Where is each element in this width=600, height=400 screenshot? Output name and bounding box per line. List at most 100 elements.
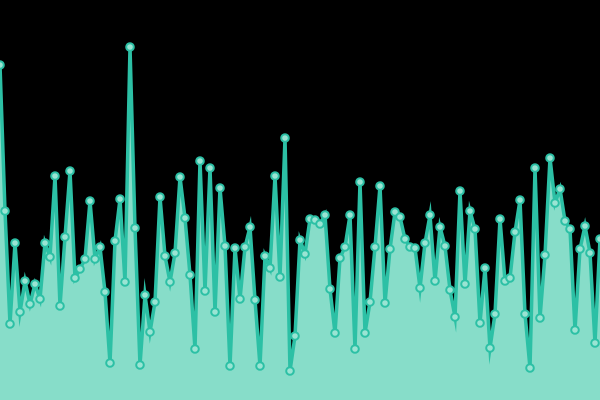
data-point-marker [155,192,165,202]
data-point-marker [325,284,335,294]
data-point-marker [260,251,270,261]
data-point-marker [295,235,305,245]
data-point-marker [450,312,460,322]
data-point-marker [10,238,20,248]
data-point-marker [75,264,85,274]
series-area-fill [0,47,600,400]
data-point-marker [575,244,585,254]
data-point-marker [570,325,580,335]
data-point-marker [550,198,560,208]
data-point-marker [265,263,275,273]
data-point-marker [170,248,180,258]
data-point-marker [515,195,525,205]
data-point-marker [105,358,115,368]
data-point-marker [30,279,40,289]
data-point-marker [195,156,205,166]
data-point-marker [580,221,590,231]
data-point-marker [150,297,160,307]
data-point-marker [90,254,100,264]
data-point-marker [270,171,280,181]
data-point-marker [470,224,480,234]
data-point-marker [80,254,90,264]
data-point-marker [530,163,540,173]
data-point-marker [215,183,225,193]
data-point-marker [140,290,150,300]
data-point-marker [355,177,365,187]
data-point-marker [255,361,265,371]
data-point-marker [360,328,370,338]
data-point-marker [40,238,50,248]
data-point-marker [25,299,35,309]
data-point-marker [240,242,250,252]
data-point-marker [465,206,475,216]
data-point-marker [35,294,45,304]
data-point-marker [15,307,25,317]
data-point-marker [365,297,375,307]
data-point-marker [230,243,240,253]
data-point-marker [525,363,535,373]
data-point-marker [460,279,470,289]
data-point-marker [495,214,505,224]
data-point-marker [5,319,15,329]
data-point-marker [100,287,110,297]
data-point-marker [520,309,530,319]
data-point-marker [20,276,30,286]
data-point-marker [435,222,445,232]
data-point-marker [285,366,295,376]
data-point-marker [565,224,575,234]
data-point-marker [395,212,405,222]
data-point-marker [555,184,565,194]
data-point-marker [475,318,485,328]
data-point-marker [145,327,155,337]
data-point-marker [130,223,140,233]
data-point-marker [275,272,285,282]
data-point-marker [300,249,310,259]
data-point-marker [235,294,245,304]
data-point-marker [175,172,185,182]
data-point-marker [45,252,55,262]
data-point-marker [210,307,220,317]
data-point-marker [160,251,170,261]
data-point-marker [350,344,360,354]
data-point-marker [375,181,385,191]
data-point-marker [420,238,430,248]
data-point-marker [135,360,145,370]
data-point-marker [560,216,570,226]
data-point-marker [70,273,80,283]
data-point-marker [320,210,330,220]
data-point-marker [95,242,105,252]
data-point-marker [85,196,95,206]
data-point-marker [200,286,210,296]
data-point-marker [0,206,10,216]
data-point-marker [55,301,65,311]
data-point-marker [535,313,545,323]
data-point-marker [440,241,450,251]
data-point-marker [510,227,520,237]
data-point-marker [280,133,290,143]
data-point-marker [370,242,380,252]
data-point-marker [245,222,255,232]
data-point-marker [490,309,500,319]
data-point-marker [385,244,395,254]
data-point-marker [540,250,550,260]
data-point-marker [430,276,440,286]
data-point-marker [455,186,465,196]
data-point-marker [205,163,215,173]
data-point-marker [590,338,600,348]
data-point-marker [220,241,230,251]
data-point-marker [115,194,125,204]
data-point-marker [485,343,495,353]
data-point-marker [400,234,410,244]
data-point-marker [545,153,555,163]
data-point-marker [50,171,60,181]
data-point-marker [380,298,390,308]
data-point-marker [0,60,5,70]
data-point-marker [330,328,340,338]
data-point-marker [180,213,190,223]
data-point-marker [425,210,435,220]
data-point-marker [165,277,175,287]
data-point-marker [345,210,355,220]
data-point-marker [190,344,200,354]
